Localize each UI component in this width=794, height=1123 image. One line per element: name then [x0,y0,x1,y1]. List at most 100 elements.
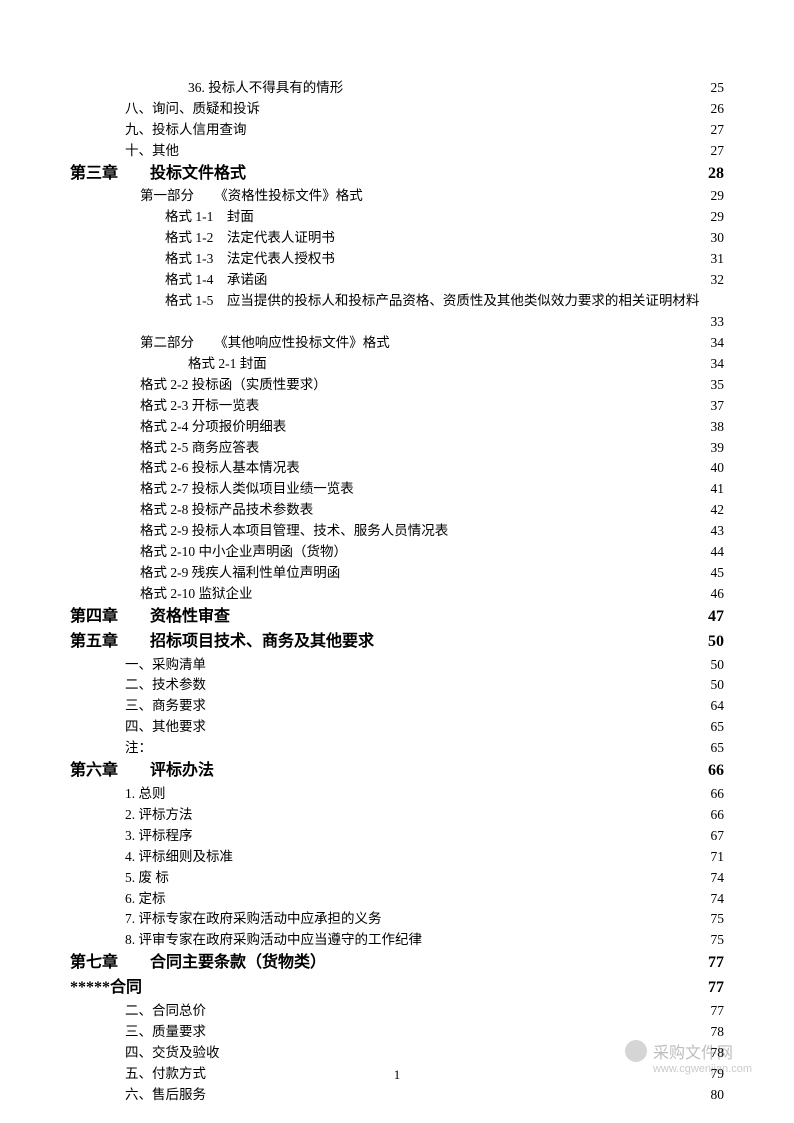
toc-label: 八、询问、质疑和投诉 [125,99,260,120]
toc-page: 66 [711,805,725,826]
toc-label: 3. 评标程序 [125,826,193,847]
toc-label: 四、交货及验收 [125,1043,220,1064]
toc-label: 第五章 招标项目技术、商务及其他要求 [70,630,374,655]
toc-entry: 格式 2-10 中小企业声明函（货物） 44 [70,542,724,563]
toc-entry: 格式 2-2 投标函（实质性要求）35 [70,375,724,396]
toc-entry: 3. 评标程序 67 [70,826,724,847]
toc-label: 5. 废 标 [125,868,169,889]
toc-page: 75 [711,909,725,930]
toc-page: 37 [711,396,725,417]
toc-entry: 1. 总则66 [70,784,724,805]
toc-entry: 7. 评标专家在政府采购活动中应承担的义务75 [70,909,724,930]
toc-label: 格式 1-2 法定代表人证明书 [165,228,335,249]
toc-page: 67 [711,826,725,847]
toc-page: 29 [711,186,725,207]
toc-label: 三、商务要求 [125,696,206,717]
toc-page: 64 [711,696,725,717]
toc-entry: 注： 65 [70,738,724,759]
toc-label: 4. 评标细则及标准 [125,847,233,868]
toc-entry: 5. 废 标74 [70,868,724,889]
toc-page: 33 [711,312,725,333]
toc-label: 六、售后服务 [125,1085,206,1106]
toc-label: 第七章 合同主要条款（货物类） [70,951,326,976]
toc-label: 格式 2-8 投标产品技术参数表 [140,500,313,521]
toc-label: 8. 评审专家在政府采购活动中应当遵守的工作纪律 [125,930,422,951]
toc-label: 2. 评标方法 [125,805,193,826]
watermark: 采购文件网 www.cgwenjian.com [625,1039,752,1075]
toc-page: 43 [711,521,725,542]
toc-label: 第六章 评标办法 [70,759,214,784]
toc-label: 格式 2-6 投标人基本情况表 [140,458,300,479]
toc-label: 四、其他要求 [125,717,206,738]
toc-page: 77 [708,976,724,1001]
toc-label: 一、采购清单 [125,655,206,676]
toc-entry: 4. 评标细则及标准 71 [70,847,724,868]
toc-label: 格式 2-9 投标人本项目管理、技术、服务人员情况表 [140,521,448,542]
toc-chapter: 第七章 合同主要条款（货物类） 77 [70,951,724,976]
toc-page: 30 [711,228,725,249]
toc-page: 29 [711,207,725,228]
toc-entry: 格式 2-4 分项报价明细表 38 [70,417,724,438]
toc-entry: 二、技术参数50 [70,675,724,696]
toc-page: 65 [711,717,725,738]
toc-page: 50 [711,675,725,696]
toc-entry: 格式 2-8 投标产品技术参数表 42 [70,500,724,521]
toc-page: 38 [711,417,725,438]
toc-label: 第四章 资格性审查 [70,605,230,630]
toc-label: 格式 2-2 投标函（实质性要求） [140,375,327,396]
toc-page: 32 [711,270,725,291]
toc-label: 注： [125,738,152,759]
toc-page: 34 [711,333,725,354]
toc-chapter: 第四章 资格性审查47 [70,605,724,630]
toc-label: 格式 2-5 商务应答表 [140,438,259,459]
toc-label: *****合同 [70,976,142,1001]
toc-label: 第一部分 《资格性投标文件》格式 [140,186,363,207]
toc-entry: 格式 2-10 监狱企业46 [70,584,724,605]
toc-entry: 2. 评标方法 66 [70,805,724,826]
toc-entry: 四、其他要求 65 [70,717,724,738]
toc-page: 27 [711,141,725,162]
toc-page: 28 [708,162,724,187]
toc-page: 77 [708,951,724,976]
toc-page: 66 [711,784,725,805]
toc-page: 46 [711,584,725,605]
toc-page: 80 [711,1085,725,1106]
toc-entry: 第一部分 《资格性投标文件》格式 29 [70,186,724,207]
toc-label: 格式 2-4 分项报价明细表 [140,417,286,438]
toc-label: 格式 2-3 开标一览表 [140,396,259,417]
toc-label: 格式 2-10 中小企业声明函（货物） [140,542,347,563]
toc-label: 格式 2-1 封面 [188,354,267,375]
toc-label: 三、质量要求 [125,1022,206,1043]
toc-page: 42 [711,500,725,521]
toc-entry: 格式 2-6 投标人基本情况表 40 [70,458,724,479]
toc-page: 39 [711,438,725,459]
toc-label: 二、合同总价 [125,1001,206,1022]
toc-entry: 六、售后服务 80 [70,1085,724,1106]
watermark-url: www.cgwenjian.com [653,1063,752,1075]
toc-entry: 一、采购清单50 [70,655,724,676]
table-of-contents: 36. 投标人不得具有的情形25八、询问、质疑和投诉 26九、投标人信用查询27十… [70,78,724,1106]
toc-label: 第二部分 《其他响应性投标文件》格式 [140,333,390,354]
toc-label: 十、其他 [125,141,179,162]
toc-page: 44 [711,542,725,563]
toc-entry-tail: 33 [70,312,724,333]
toc-label: 6. 定标 [125,889,166,910]
toc-label: 格式 1-5 应当提供的投标人和投标产品资格、资质性及其他类似效力要求的相关证明… [165,293,699,308]
toc-label: 格式 1-4 承诺函 [165,270,267,291]
toc-page: 77 [711,1001,725,1022]
toc-entry: 三、商务要求 64 [70,696,724,717]
toc-page: 50 [708,630,724,655]
toc-page: 65 [711,738,725,759]
toc-entry: 八、询问、质疑和投诉 26 [70,99,724,120]
toc-chapter: 第六章 评标办法66 [70,759,724,784]
toc-page: 26 [711,99,725,120]
toc-page: 71 [711,847,725,868]
toc-entry: 格式 2-1 封面 34 [70,354,724,375]
toc-chapter: 第五章 招标项目技术、商务及其他要求 50 [70,630,724,655]
toc-page: 40 [711,458,725,479]
toc-page: 41 [711,479,725,500]
toc-page: 34 [711,354,725,375]
toc-label: 格式 2-9 残疾人福利性单位声明函 [140,563,340,584]
toc-entry: 九、投标人信用查询27 [70,120,724,141]
toc-entry: 36. 投标人不得具有的情形25 [70,78,724,99]
